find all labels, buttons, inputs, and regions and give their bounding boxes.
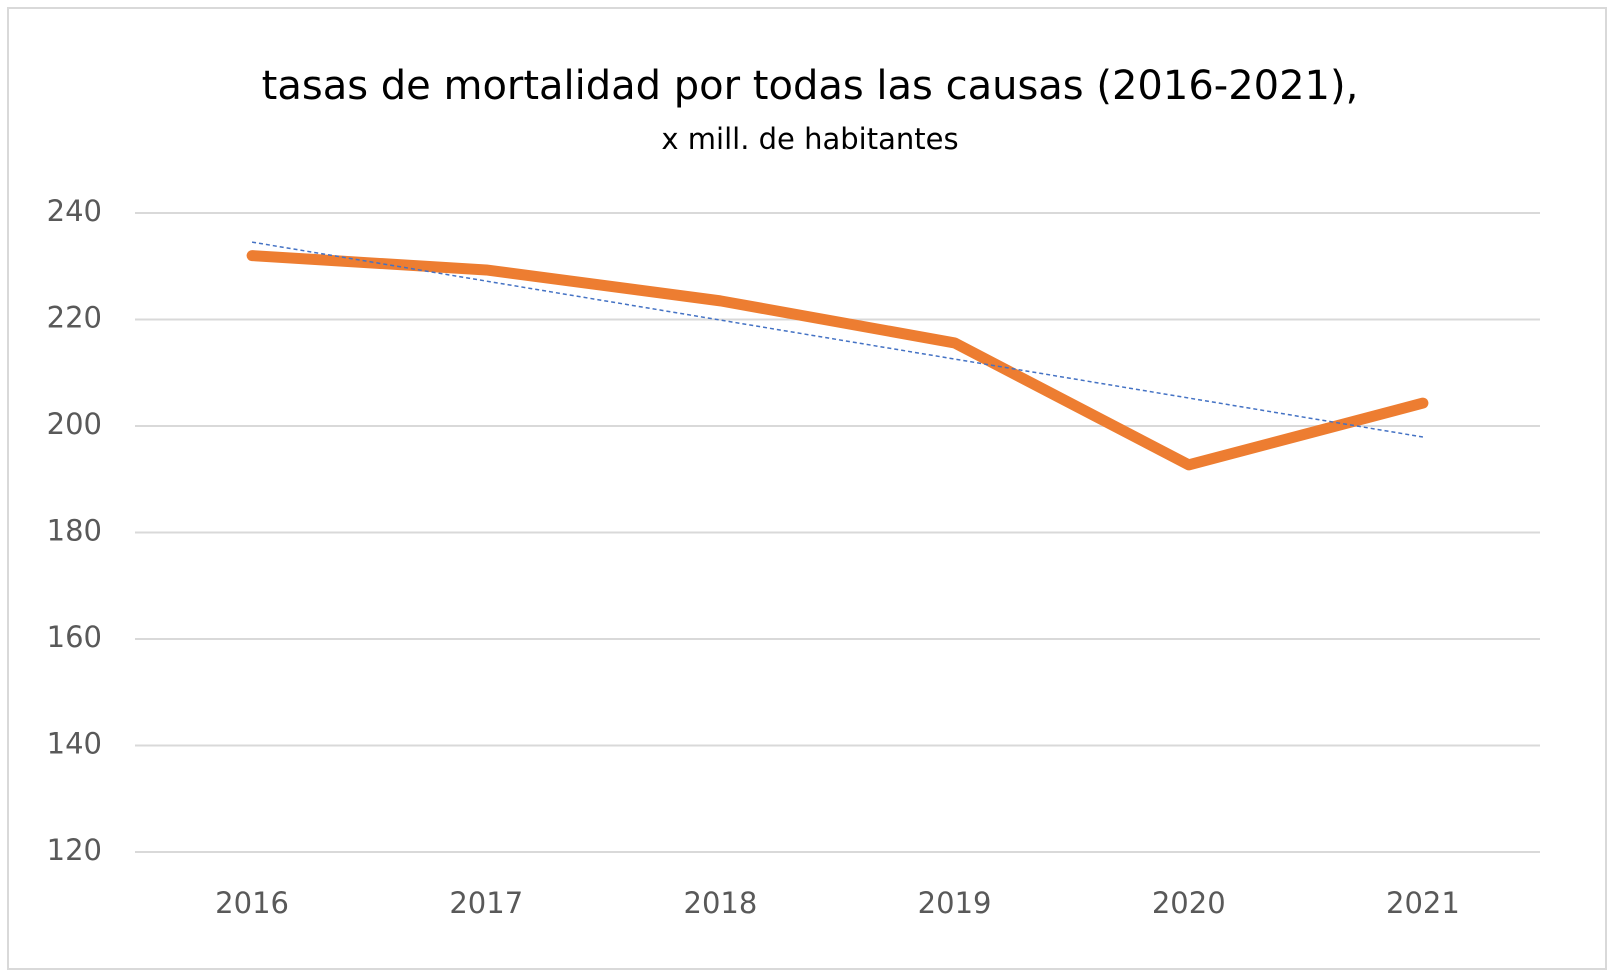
trendline <box>251 241 1424 438</box>
x-tick-label: 2017 <box>449 886 523 920</box>
chart-title: tasas de mortalidad por todas las causas… <box>262 63 1359 109</box>
y-tick-label: 140 <box>47 727 102 761</box>
y-tick-label: 200 <box>47 407 102 441</box>
x-tick-label: 2019 <box>918 886 992 920</box>
chart-border <box>7 7 1607 970</box>
x-tick-label: 2016 <box>215 886 289 920</box>
line-series <box>246 250 1429 471</box>
x-tick-label: 2020 <box>1152 886 1226 920</box>
y-tick-label: 160 <box>47 620 102 654</box>
y-tick-label: 240 <box>47 194 102 228</box>
y-tick-label: 120 <box>47 833 102 867</box>
y-tick-label: 180 <box>47 514 102 548</box>
x-tick-label: 2021 <box>1386 886 1460 920</box>
y-tick-label: 220 <box>47 301 102 335</box>
x-tick-label: 2018 <box>684 886 758 920</box>
chart-subtitle: x mill. de habitantes <box>661 122 958 156</box>
